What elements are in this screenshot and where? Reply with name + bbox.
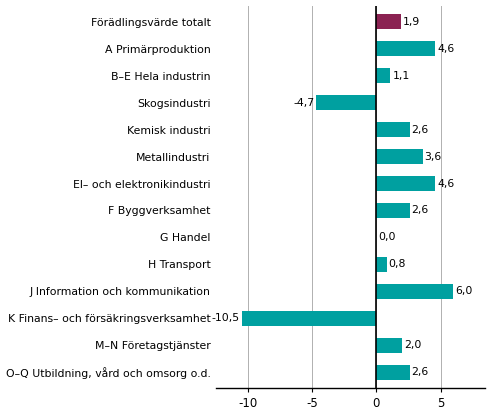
- Text: 0,0: 0,0: [378, 233, 396, 243]
- Text: 2,6: 2,6: [411, 367, 429, 377]
- Text: 4,6: 4,6: [437, 178, 455, 188]
- Text: 3,6: 3,6: [425, 151, 442, 161]
- Bar: [377, 14, 401, 29]
- Text: 1,1: 1,1: [392, 71, 409, 81]
- Text: 2,0: 2,0: [404, 340, 421, 350]
- Bar: [377, 176, 436, 191]
- Bar: [377, 338, 402, 353]
- Text: -4,7: -4,7: [293, 98, 314, 108]
- Bar: [377, 257, 386, 272]
- Text: 4,6: 4,6: [437, 44, 455, 54]
- Bar: [316, 95, 377, 110]
- Bar: [377, 284, 453, 299]
- Bar: [242, 311, 377, 326]
- Bar: [377, 203, 409, 218]
- Text: 0,8: 0,8: [388, 260, 406, 270]
- Text: -10,5: -10,5: [212, 313, 240, 323]
- Bar: [377, 68, 390, 83]
- Text: 1,9: 1,9: [403, 17, 420, 27]
- Bar: [377, 122, 409, 137]
- Bar: [377, 365, 409, 380]
- Bar: [377, 41, 436, 56]
- Text: 2,6: 2,6: [411, 124, 429, 135]
- Text: 6,0: 6,0: [455, 286, 473, 296]
- Text: 2,6: 2,6: [411, 206, 429, 215]
- Bar: [377, 149, 423, 164]
